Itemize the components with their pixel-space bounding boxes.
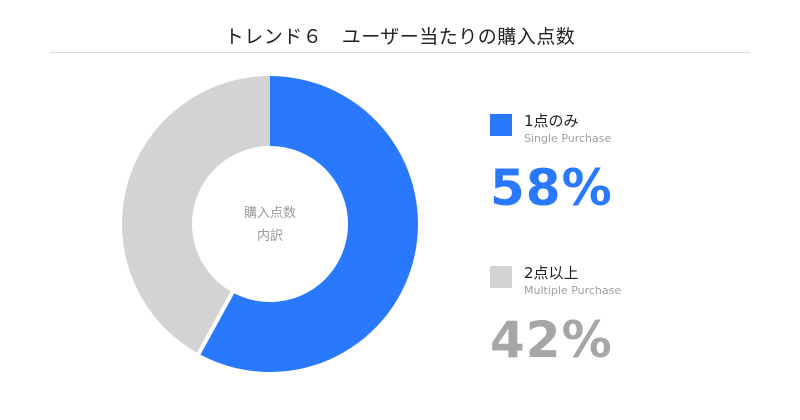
title-divider — [50, 52, 750, 53]
legend-label: 1点のみ — [524, 112, 579, 130]
legend-swatch-gray — [490, 266, 512, 288]
legend-item-single-purchase: 1点のみ Single Purchase 58% — [490, 112, 613, 216]
chart-title: トレンド６ ユーザー当たりの購入点数 — [224, 26, 576, 48]
legend-percent: 58% — [490, 159, 613, 217]
segment-gap — [195, 289, 236, 357]
donut-center-label: 購入点数 内訳 — [200, 202, 340, 248]
legend-percent: 42% — [490, 311, 613, 369]
legend-sublabel: Single Purchase — [524, 132, 612, 145]
legend-swatch-blue — [490, 114, 512, 136]
donut-segment-multiple-purchase[interactable] — [121, 76, 270, 354]
center-label-line1: 購入点数 — [243, 206, 296, 221]
legend-item-multiple-purchase: 2点以上 Multiple Purchase 42% — [490, 264, 621, 368]
center-label-line2: 内訳 — [256, 229, 283, 244]
legend-sublabel: Multiple Purchase — [524, 284, 622, 297]
legend-label: 2点以上 — [524, 264, 579, 282]
donut-segment-single-purchase[interactable] — [198, 76, 418, 372]
